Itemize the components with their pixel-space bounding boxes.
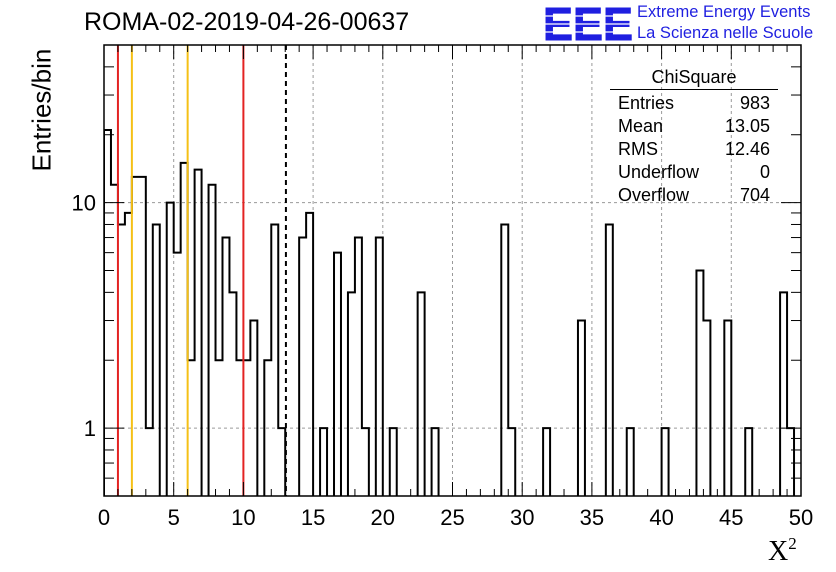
x-axis-label-base: X xyxy=(768,536,789,567)
eee-logo-letters: EEE xyxy=(543,2,633,44)
stats-row-entries: Entries 983 xyxy=(610,92,778,115)
x-tick-label: 45 xyxy=(719,505,743,530)
y-tick-label: 1 xyxy=(84,416,96,441)
y-tick-label: 10 xyxy=(72,191,96,216)
stats-label: RMS xyxy=(618,139,658,159)
x-tick-label: 35 xyxy=(580,505,604,530)
stats-value: 12.46 xyxy=(724,139,770,159)
x-tick-label: 20 xyxy=(371,505,395,530)
stats-row-rms: RMS 12.46 xyxy=(610,138,778,161)
logo-caption: Extreme Energy Events La Scienza nelle S… xyxy=(637,2,813,44)
x-tick-label: 5 xyxy=(168,505,180,530)
x-tick-label: 0 xyxy=(98,505,110,530)
x-tick-label: 50 xyxy=(789,505,813,530)
x-tick-label: 30 xyxy=(510,505,534,530)
stats-row-underflow: Underflow 0 xyxy=(610,161,778,184)
logo-line-1: Extreme Energy Events xyxy=(637,3,811,21)
stats-label: Entries xyxy=(618,93,675,113)
chart-title: ROMA-02-2019-04-26-00637 xyxy=(84,8,410,36)
x-axis-label: X2 xyxy=(768,534,797,568)
stats-value: 0 xyxy=(759,162,770,182)
x-tick-label: 25 xyxy=(440,505,464,530)
histogram-series xyxy=(104,128,796,496)
y-axis-label: Entries/bin xyxy=(26,48,57,172)
stats-row-mean: Mean 13.05 xyxy=(610,115,778,138)
stats-value: 704 xyxy=(739,185,770,205)
x-tick-label: 40 xyxy=(649,505,673,530)
stats-label: Mean xyxy=(618,116,664,136)
stats-box: ChiSquare Entries 983 Mean 13.05 RMS 12.46 … xyxy=(610,66,778,207)
x-tick-label: 10 xyxy=(231,505,255,530)
stats-value: 983 xyxy=(739,93,770,113)
stats-value: 13.05 xyxy=(724,116,770,136)
stats-row-overflow: Overflow 704 xyxy=(610,184,778,207)
logo-line-2: La Scienza nelle Scuole xyxy=(637,24,814,42)
eee-logo: EEE xyxy=(543,2,635,44)
stats-label: Underflow xyxy=(618,162,700,182)
x-axis-label-superscript: 2 xyxy=(788,534,797,553)
stats-label: Overflow xyxy=(618,185,690,205)
x-tick-label: 15 xyxy=(301,505,325,530)
stats-box-title: ChiSquare xyxy=(610,66,778,90)
